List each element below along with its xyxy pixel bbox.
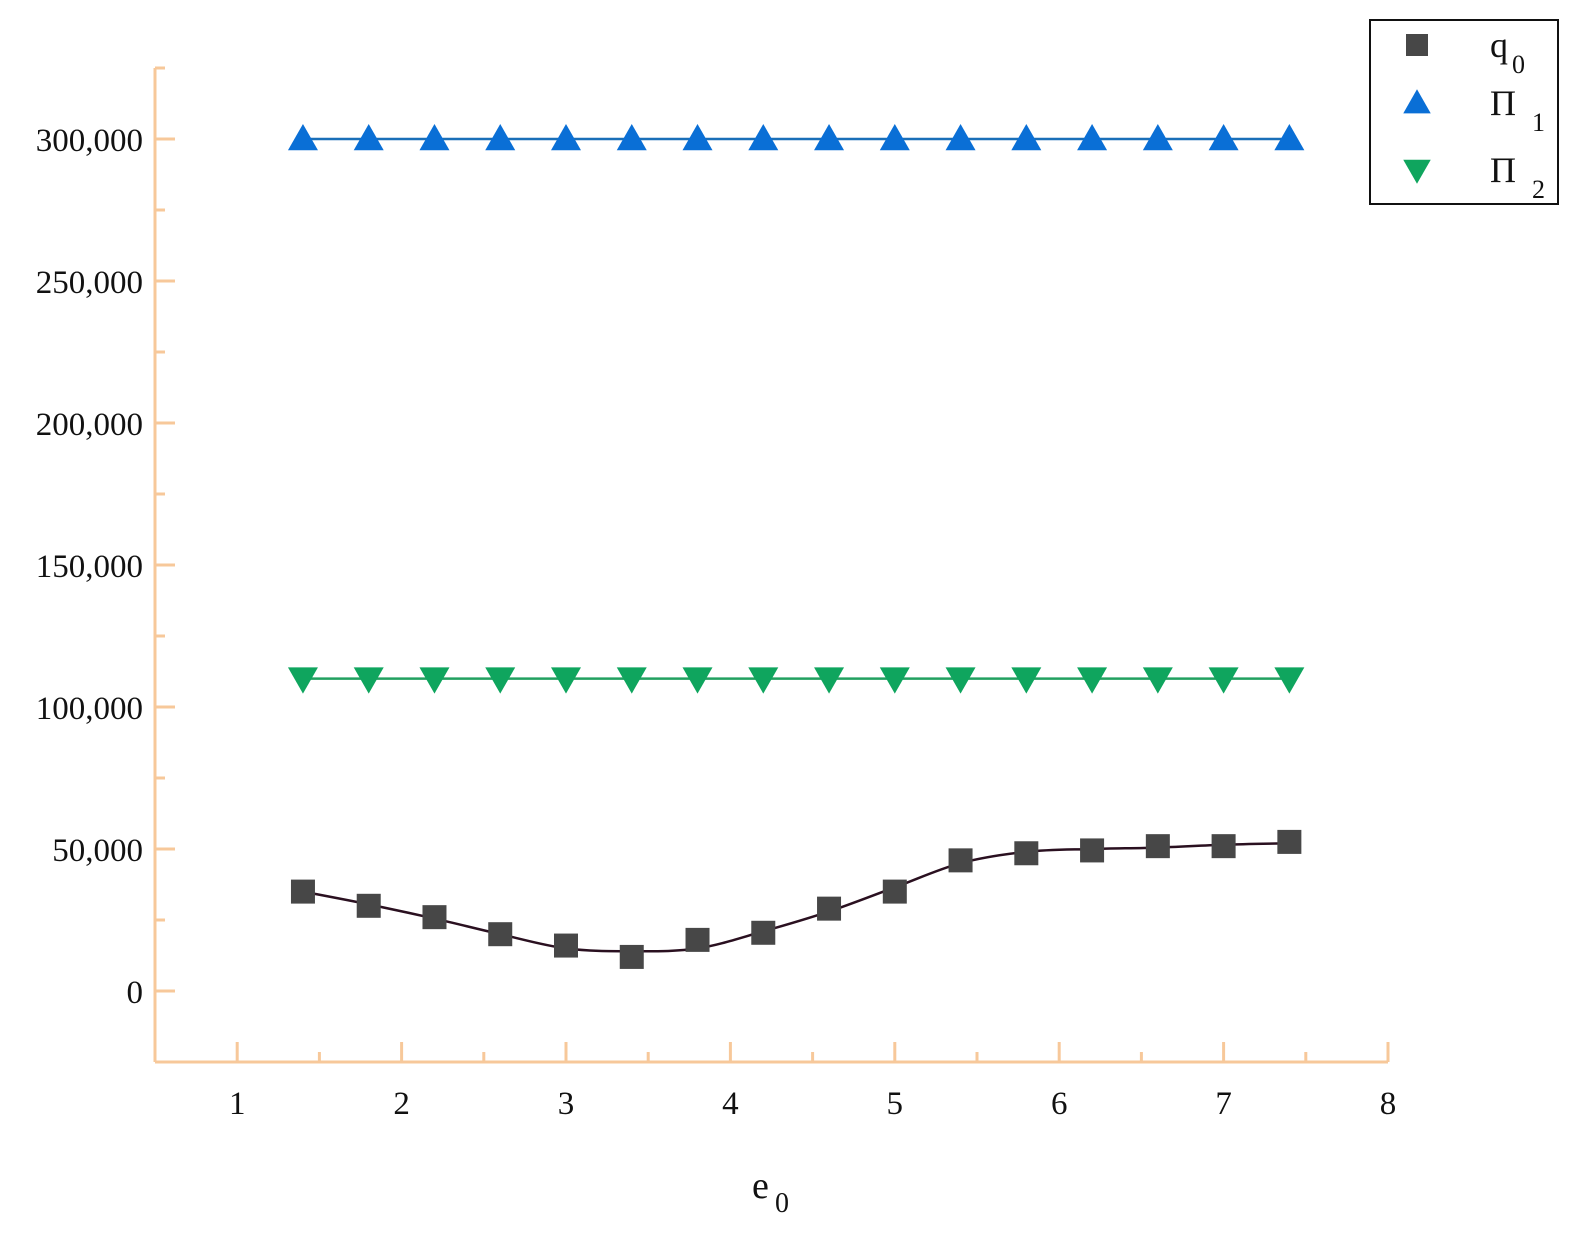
data-point: [751, 920, 776, 945]
data-point: [1011, 124, 1042, 151]
data-point: [485, 124, 516, 151]
legend-label: Π: [1490, 83, 1516, 123]
data-point: [419, 124, 450, 151]
data-point: [422, 905, 447, 930]
data-point: [287, 667, 318, 694]
series-1: [290, 829, 1302, 969]
x-tick-label: 4: [722, 1086, 739, 1122]
data-point: [748, 667, 779, 694]
x-tick-label: 3: [558, 1086, 575, 1122]
series-3: [287, 667, 1305, 694]
data-point: [1014, 841, 1039, 866]
x-tick-label: 1: [229, 1086, 246, 1122]
data-point: [1406, 34, 1428, 56]
data-point: [1274, 667, 1305, 694]
data-point: [1208, 667, 1239, 694]
data-point: [748, 124, 779, 151]
data-point: [1145, 834, 1170, 859]
data-point: [1080, 838, 1105, 863]
data-point: [290, 879, 315, 904]
data-point: [356, 893, 381, 918]
series-2: [287, 124, 1305, 151]
data-point: [879, 667, 910, 694]
data-point: [353, 667, 384, 694]
data-point: [882, 879, 907, 904]
legend-box: [1369, 19, 1559, 205]
legend-items: q 0Π 1Π 2: [1403, 25, 1545, 204]
data-point: [551, 667, 581, 694]
data-point: [682, 667, 713, 694]
data-point: [419, 667, 450, 694]
x-tick-label: 7: [1215, 1086, 1232, 1122]
data-point: [287, 124, 318, 151]
x-tick-label: 8: [1380, 1086, 1397, 1122]
data-point: [616, 667, 647, 694]
x-tick-label: 2: [393, 1086, 410, 1122]
data-point: [945, 667, 976, 694]
data-point: [554, 933, 578, 958]
data-point: [879, 124, 910, 151]
data-point: [814, 667, 845, 694]
data-point: [814, 124, 845, 151]
legend-label-sub: 2: [1532, 175, 1545, 204]
data-point: [1011, 667, 1042, 694]
data-point: [1142, 667, 1173, 694]
data-point: [1142, 124, 1173, 151]
data-point: [619, 944, 644, 969]
data-point: [1211, 834, 1236, 859]
data-point: [948, 848, 973, 873]
data-point: [488, 922, 513, 947]
series-layer: [287, 124, 1305, 969]
data-point: [1403, 89, 1431, 114]
y-tick-label: 0: [127, 975, 144, 1011]
x-tick-label: 5: [887, 1086, 904, 1122]
series-line: [302, 842, 1290, 953]
x-axis-title-base: e: [752, 1165, 769, 1207]
data-point: [1208, 124, 1239, 151]
data-point: [1277, 829, 1302, 854]
legend-label-sub: 0: [1512, 50, 1525, 79]
data-point: [616, 124, 647, 151]
data-point: [1077, 124, 1108, 151]
x-tick-label: 6: [1051, 1086, 1068, 1122]
data-point: [551, 124, 581, 151]
data-point: [817, 896, 842, 921]
legend: q 0Π 1Π 2: [1369, 19, 1559, 205]
data-point: [1077, 667, 1108, 694]
data-point: [353, 124, 384, 151]
legend-label: Π: [1490, 150, 1516, 190]
x-axis-title: e 0: [752, 1165, 789, 1219]
legend-label-sub: 1: [1532, 108, 1545, 137]
y-tick-label: 150,000: [36, 549, 143, 585]
data-point: [682, 124, 713, 151]
data-point: [1403, 159, 1431, 184]
x-axis-title-sub: 0: [775, 1188, 789, 1219]
y-tick-label: 50,000: [52, 833, 143, 869]
y-tick-label: 100,000: [36, 691, 143, 727]
data-point: [685, 927, 710, 952]
axes: 1 2 3 4 5 6 7 8 0 50,000 100,000 150,000 200,000 250,…: [36, 66, 1397, 1122]
y-tick-label: 250,000: [36, 265, 143, 301]
legend-label: q: [1490, 25, 1508, 65]
y-tick-label: 200,000: [36, 407, 143, 443]
data-point: [1274, 124, 1305, 151]
data-point: [485, 667, 516, 694]
y-tick-label: 300,000: [36, 123, 143, 159]
data-point: [945, 124, 976, 151]
